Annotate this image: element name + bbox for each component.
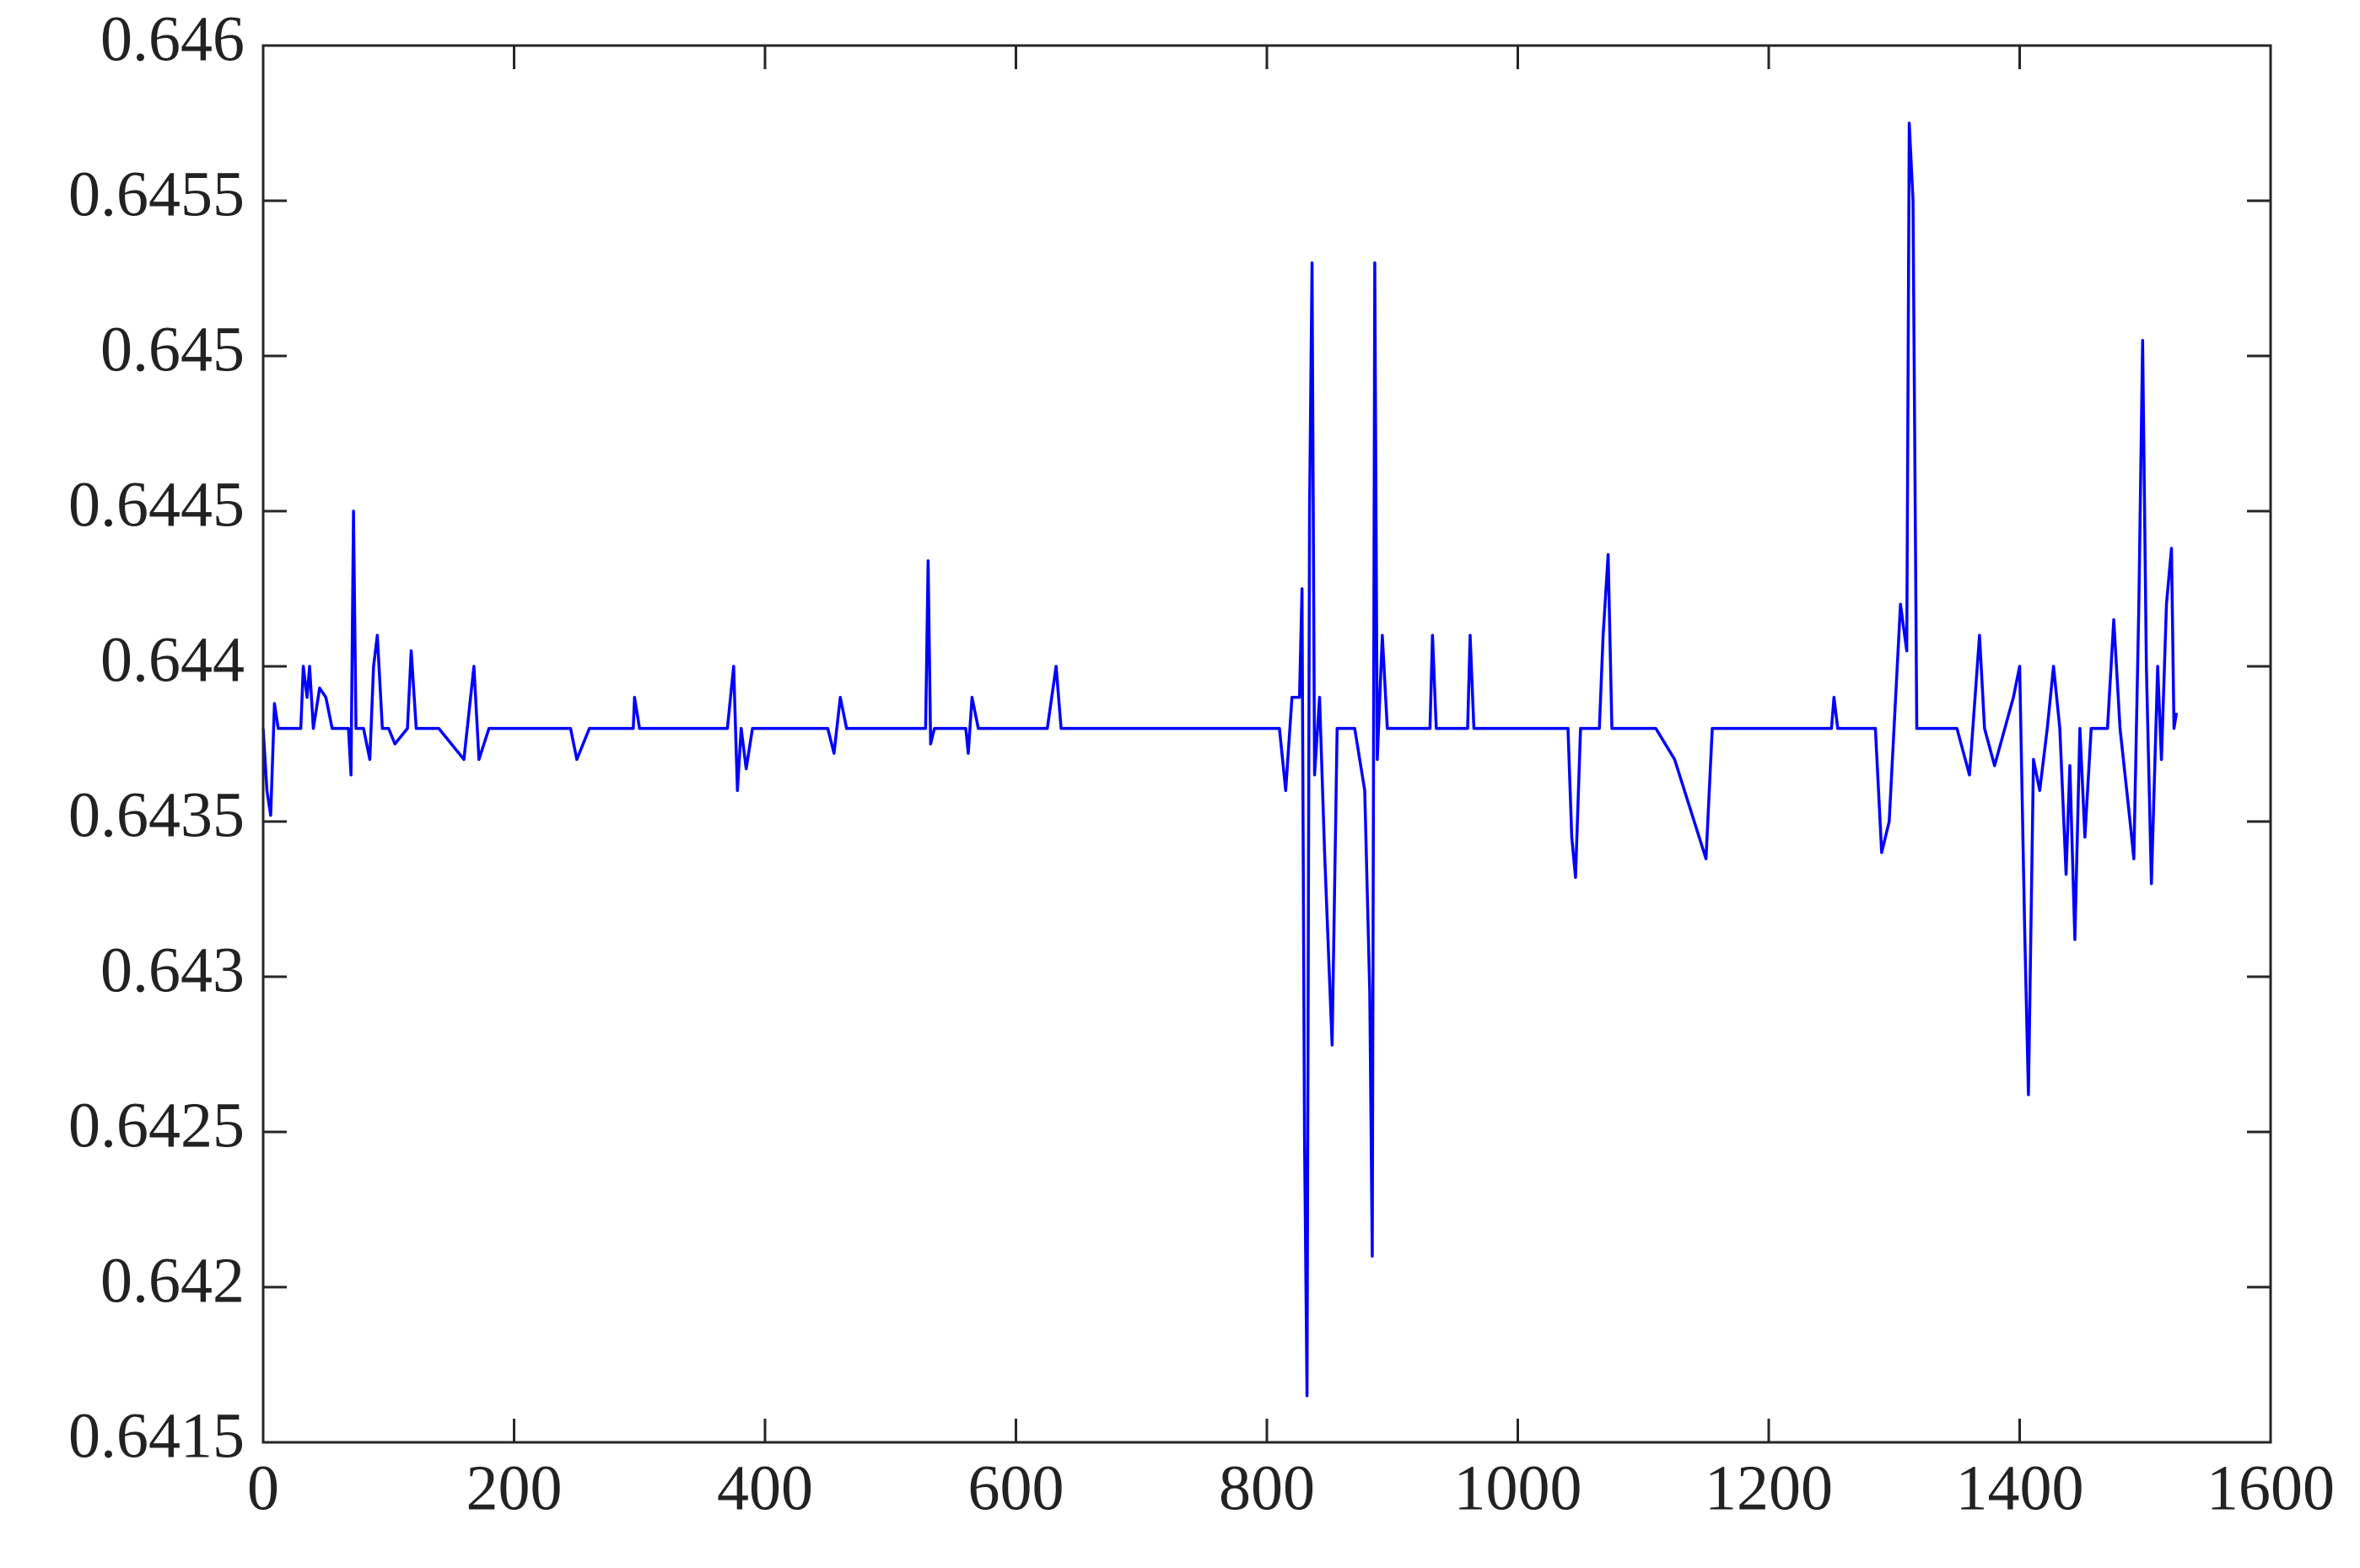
- x-tick-label: 1400: [1956, 1452, 2084, 1523]
- y-tick-label: 0.6415: [68, 1400, 245, 1471]
- y-tick-label: 0.645: [100, 314, 245, 385]
- y-tick-label: 0.644: [100, 624, 245, 695]
- y-tick-label: 0.643: [100, 935, 245, 1005]
- x-tick-label: 800: [1219, 1452, 1315, 1523]
- x-tick-label: 1600: [2206, 1452, 2335, 1523]
- x-tick-label: 600: [968, 1452, 1064, 1523]
- y-tick-label: 0.6455: [68, 159, 245, 229]
- y-tick-label: 0.642: [100, 1245, 245, 1316]
- x-tick-label: 400: [717, 1452, 813, 1523]
- y-tick-label: 0.6445: [68, 469, 245, 540]
- x-tick-label: 200: [466, 1452, 563, 1523]
- y-tick-label: 0.6425: [68, 1090, 245, 1161]
- plot-frame: [261, 44, 2272, 1444]
- y-tick-label: 0.6435: [68, 779, 245, 850]
- x-tick-label: 1000: [1454, 1452, 1582, 1523]
- data-line: [261, 121, 2179, 1398]
- x-tick-label: 0: [247, 1452, 279, 1523]
- x-tick-label: 1200: [1705, 1452, 1833, 1523]
- y-tick-label: 0.646: [100, 3, 245, 74]
